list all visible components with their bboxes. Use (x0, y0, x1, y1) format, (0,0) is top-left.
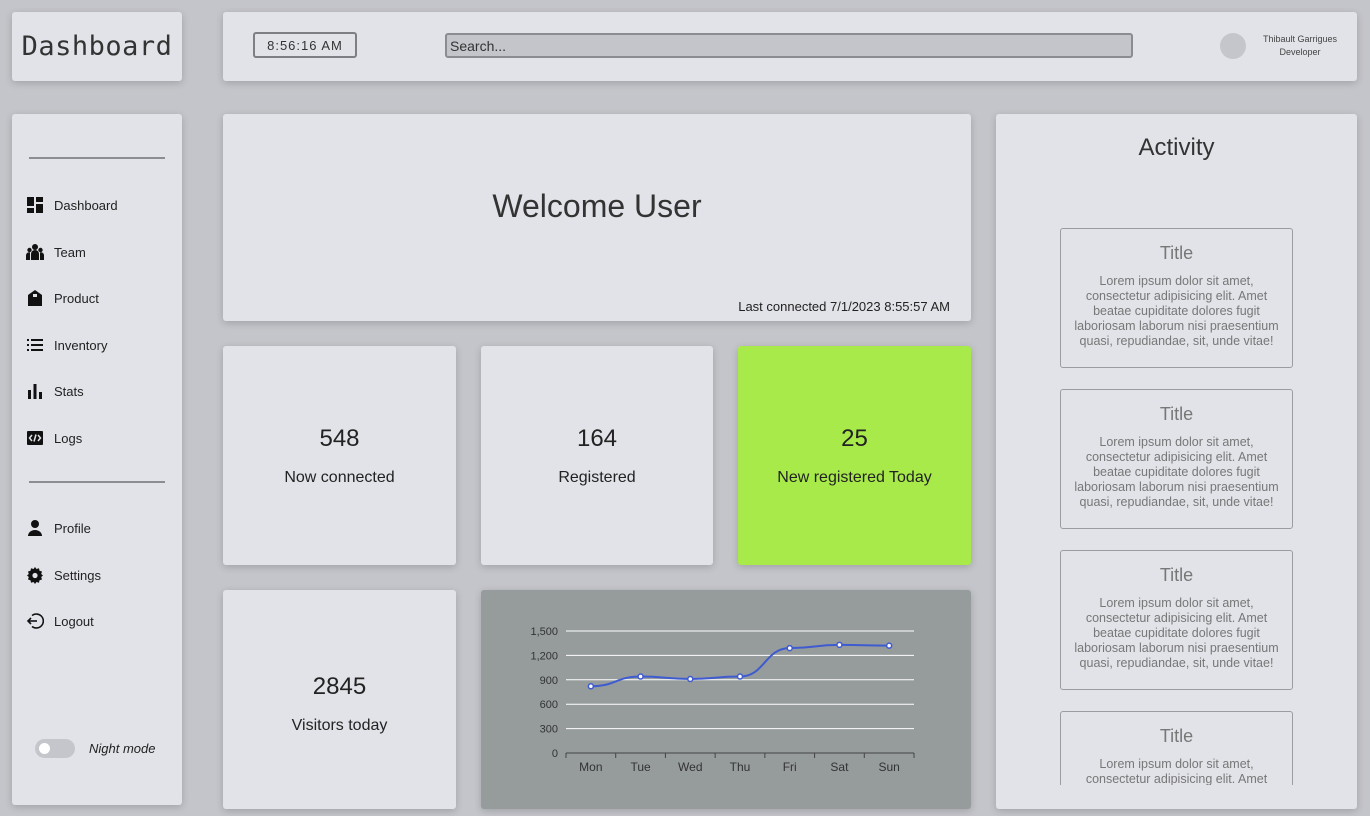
activity-card[interactable]: Title Lorem ipsum dolor sit amet, consec… (1060, 711, 1293, 785)
x-tick-label: Fri (783, 760, 797, 774)
activity-card[interactable]: Title Lorem ipsum dolor sit amet, consec… (1060, 228, 1293, 368)
data-point (687, 675, 694, 683)
user-role: Developer (1279, 47, 1321, 57)
y-tick-label: 900 (540, 675, 558, 687)
x-tick-label: Wed (678, 760, 702, 774)
stat-card-registered: 164 Registered (481, 346, 713, 565)
bar-chart-icon (28, 384, 42, 399)
activity-list[interactable]: Title Lorem ipsum dolor sit amet, consec… (1060, 228, 1293, 785)
stat-value: 548 (319, 424, 360, 452)
code-icon (27, 431, 43, 445)
sidebar-item-inventory[interactable]: Inventory (26, 332, 176, 358)
user-name: Thibault Garrigues (1262, 34, 1338, 44)
x-tick-label: Mon (579, 760, 602, 774)
y-tick-label: 1,200 (530, 650, 558, 662)
sidebar-item-label: Stats (54, 383, 84, 399)
product-icon (28, 290, 42, 306)
night-mode-toggle[interactable] (35, 739, 75, 758)
stat-value: 164 (576, 424, 618, 452)
user-profile[interactable]: Thibault Garrigues Developer (1220, 32, 1350, 62)
logo[interactable]: Dashboard (12, 12, 182, 81)
logo-text: Dashboard (21, 31, 173, 62)
sidebar-item-dashboard[interactable]: Dashboard (26, 192, 176, 218)
stat-label: Registered (558, 468, 636, 486)
activity-card-text: Lorem ipsum dolor sit amet, consectetur … (1085, 757, 1268, 785)
sidebar-item-label: Settings (54, 567, 101, 583)
person-icon (28, 520, 42, 536)
activity-panel: Activity Title Lorem ipsum dolor sit ame… (996, 114, 1357, 809)
data-point (637, 673, 644, 680)
sidebar-item-logs[interactable]: Logs (26, 425, 176, 451)
data-point (836, 641, 843, 649)
y-tick-label: 600 (540, 699, 558, 711)
page-title: Welcome User (492, 188, 702, 224)
sidebar-item-label: Inventory (54, 337, 108, 353)
search-input[interactable] (445, 33, 1133, 58)
sidebar-item-label: Logout (54, 613, 94, 629)
sidebar-divider (29, 157, 165, 159)
x-tick-label: Tue (630, 760, 651, 774)
night-mode-label: Night mode (89, 741, 156, 756)
activity-card-text: Lorem ipsum dolor sit amet, consectetur … (1074, 596, 1279, 670)
stat-label: Now connected (284, 468, 395, 486)
activity-card-text: Lorem ipsum dolor sit amet, consectetur … (1074, 274, 1279, 348)
avatar[interactable] (1220, 33, 1246, 59)
y-tick-label: 300 (540, 724, 558, 736)
welcome-panel: Welcome User Last connected 7/1/2023 8:5… (223, 114, 971, 321)
stat-card-new-today: 25 New registered Today (738, 346, 971, 565)
gear-icon (27, 567, 43, 584)
clock: 8:56:16 AM (253, 32, 357, 58)
dashboard-icon (27, 197, 43, 213)
stat-value: 2845 (312, 672, 367, 700)
sidebar-item-label: Product (54, 290, 99, 306)
team-icon (26, 244, 44, 260)
line-chart: 0 300 600 900 1,200 1,500 Mon Tue Wed Thu Fri Sat Su… (530, 626, 915, 774)
activity-title: Activity (1138, 134, 1215, 161)
y-tick-label: 0 (552, 748, 558, 760)
stat-label: New registered Today (777, 468, 932, 486)
stat-label: Visitors today (291, 716, 388, 734)
stat-value: 25 (841, 424, 868, 452)
header-bar: 8:56:16 AM Thibault Garrigues Developer (223, 12, 1357, 81)
visitors-chart: 0 300 600 900 1,200 1,500 Mon Tue Wed Thu Fri Sat Su… (481, 590, 971, 809)
sidebar: Dashboard Team Product Inventory Stats L… (12, 114, 182, 805)
activity-card[interactable]: Title Lorem ipsum dolor sit amet, consec… (1060, 550, 1293, 690)
toggle-knob (39, 743, 50, 754)
activity-card[interactable]: Title Lorem ipsum dolor sit amet, consec… (1060, 389, 1293, 529)
last-connected-text: Last connected 7/1/2023 8:55:57 AM (738, 299, 950, 314)
x-tick-label: Sat (830, 760, 849, 774)
sidebar-item-label: Logs (54, 430, 83, 446)
sidebar-item-product[interactable]: Product (26, 285, 176, 311)
activity-card-title: Title (1159, 243, 1194, 263)
data-point (587, 683, 595, 690)
y-tick-label: 1,500 (530, 626, 558, 638)
data-point (786, 644, 793, 652)
sidebar-divider (29, 481, 165, 483)
x-tick-label: Sun (878, 760, 899, 774)
sidebar-item-profile[interactable]: Profile (26, 515, 176, 541)
sidebar-item-stats[interactable]: Stats (26, 378, 176, 404)
sidebar-item-label: Profile (54, 520, 91, 536)
data-point (736, 673, 744, 680)
sidebar-item-logout[interactable]: Logout (26, 608, 176, 634)
data-point (885, 642, 893, 649)
stat-card-visitors: 2845 Visitors today (223, 590, 456, 809)
activity-card-text: Lorem ipsum dolor sit amet, consectetur … (1074, 435, 1279, 509)
logout-icon (26, 613, 44, 629)
sidebar-item-label: Dashboard (54, 197, 118, 213)
stat-card-now-connected: 548 Now connected (223, 346, 456, 565)
sidebar-item-team[interactable]: Team (26, 239, 176, 265)
list-icon (27, 339, 43, 351)
activity-card-title: Title (1159, 404, 1194, 424)
sidebar-item-settings[interactable]: Settings (26, 562, 176, 588)
activity-card-title: Title (1159, 565, 1194, 585)
x-tick-label: Thu (730, 760, 751, 774)
activity-card-title: Title (1159, 726, 1194, 746)
sidebar-item-label: Team (54, 244, 86, 260)
